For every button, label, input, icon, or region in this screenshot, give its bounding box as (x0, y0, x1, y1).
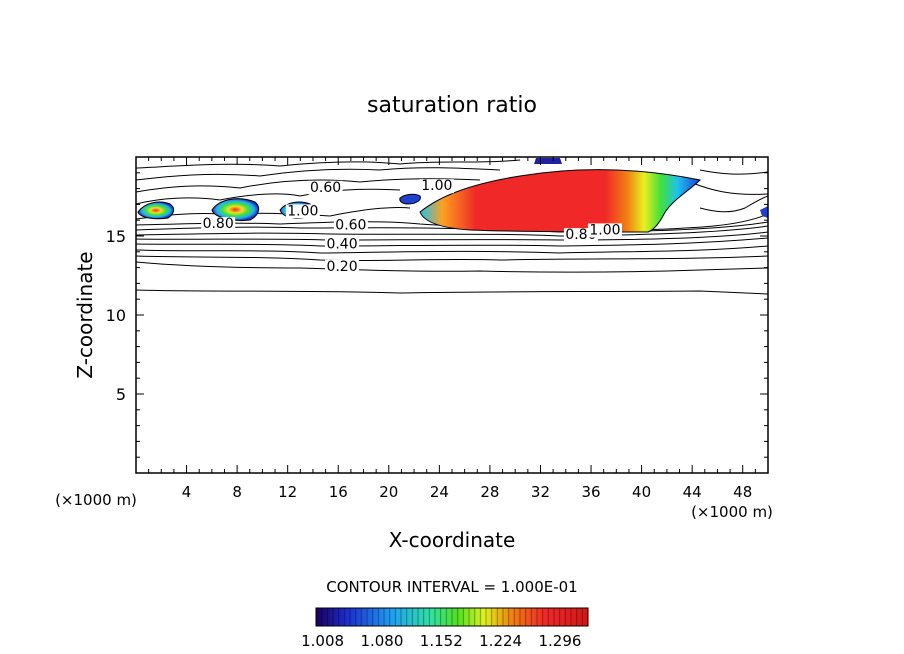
contour-label: 0.80 (203, 216, 234, 232)
x-axis-title: X-coordinate (389, 528, 516, 552)
cloud-region-small-4 (399, 193, 421, 205)
contour-line-0.10 (136, 289, 768, 295)
contour-label-bg (325, 237, 360, 252)
y-tick-label: 10 (106, 306, 126, 325)
contour-line-upper-f (689, 181, 768, 195)
x-tick-label: 24 (430, 483, 449, 501)
plot-field: 0.200.400.600.801.000.60 1.000.801.00 (136, 158, 768, 295)
colorbar-gradient (315, 607, 589, 627)
contour-labels: 0.200.400.600.801.000.60 1.000.801.00 (201, 178, 622, 275)
contour-label-bg (587, 223, 622, 238)
x-tick-label: 40 (632, 483, 651, 501)
y-axis-unit: (×1000 m) (55, 491, 137, 509)
x-tick-label: 16 (329, 483, 348, 501)
y-axis-title: Z-coordinate (73, 251, 97, 378)
contour-label: 1.00 (589, 222, 620, 238)
x-tick-label: 44 (683, 483, 702, 501)
contour-label: 0.20 (326, 259, 357, 275)
contour-label-bg (201, 217, 236, 232)
contour-line-0.20 (136, 261, 768, 273)
x-axis: 4 8 12 16 20 24 28 32 36 40 44 48 (148, 157, 756, 501)
cloud-region-small-1 (137, 201, 175, 220)
contour-label-bg (325, 259, 360, 274)
contour-label: 0.40 (326, 237, 357, 253)
contour-label: 0.60 (310, 180, 341, 196)
contour-label-bg (285, 204, 320, 219)
colorbar-tick-label: 1.152 (420, 632, 463, 650)
contour-line-upper-d (136, 159, 521, 169)
contour-line-upper-e (699, 169, 768, 175)
contour-lines (136, 159, 768, 295)
colorbar-tick-label: 1.296 (538, 632, 581, 650)
contour-line-0.40 (136, 237, 768, 247)
contour-line-0.25 (136, 255, 768, 262)
contour-label: 1.00 (287, 203, 318, 219)
x-axis-unit: (×1000 m) (691, 503, 773, 521)
x-tick-label: 20 (379, 483, 398, 501)
contour-label: 0.60 (335, 218, 366, 234)
contour-line-upper-a (136, 188, 401, 205)
x-tick-label: 36 (581, 483, 600, 501)
contour-label-bg (333, 218, 368, 233)
colorbar-labels: 1.008 1.080 1.152 1.224 1.296 (301, 632, 581, 650)
chart-title: saturation ratio (367, 93, 537, 118)
cloud-region-edge (760, 206, 768, 218)
contour-line-0.50 (136, 231, 768, 241)
contour-label-bg (308, 180, 343, 195)
colorbar-tick-label: 1.224 (479, 632, 522, 650)
contour-line-upper-g (699, 195, 768, 213)
x-tick-label: 48 (733, 483, 752, 501)
contour-label-bg (419, 179, 454, 194)
contour-label: 1.00 (421, 178, 452, 194)
colorbar: 1.008 1.080 1.152 1.224 1.296 (301, 607, 589, 650)
contour-line-0.60 (136, 225, 768, 237)
colorbar-stripes (321, 608, 583, 626)
contour-line-upper-b (136, 178, 481, 193)
x-tick-label: 4 (182, 483, 192, 501)
x-tick-label: 8 (232, 483, 242, 501)
x-tick-label: 32 (531, 483, 550, 501)
colorbar-tick-label: 1.080 (360, 632, 403, 650)
contour-line-0.30 (136, 245, 768, 254)
y-axis: 5 10 15 (106, 172, 768, 458)
contour-line-0.90 (136, 207, 411, 220)
cloud-region-top (534, 158, 562, 164)
contour-interval-label: CONTOUR INTERVAL = 1.000E-01 (326, 578, 577, 596)
y-tick-label: 15 (106, 227, 126, 246)
x-tick-label: 12 (278, 483, 297, 501)
x-tick-label: 28 (480, 483, 499, 501)
colorbar-tick-label: 1.008 (301, 632, 344, 650)
cloud-region-main (419, 169, 702, 233)
y-tick-label: 5 (116, 385, 126, 404)
contour-line-upper-c (136, 167, 501, 181)
